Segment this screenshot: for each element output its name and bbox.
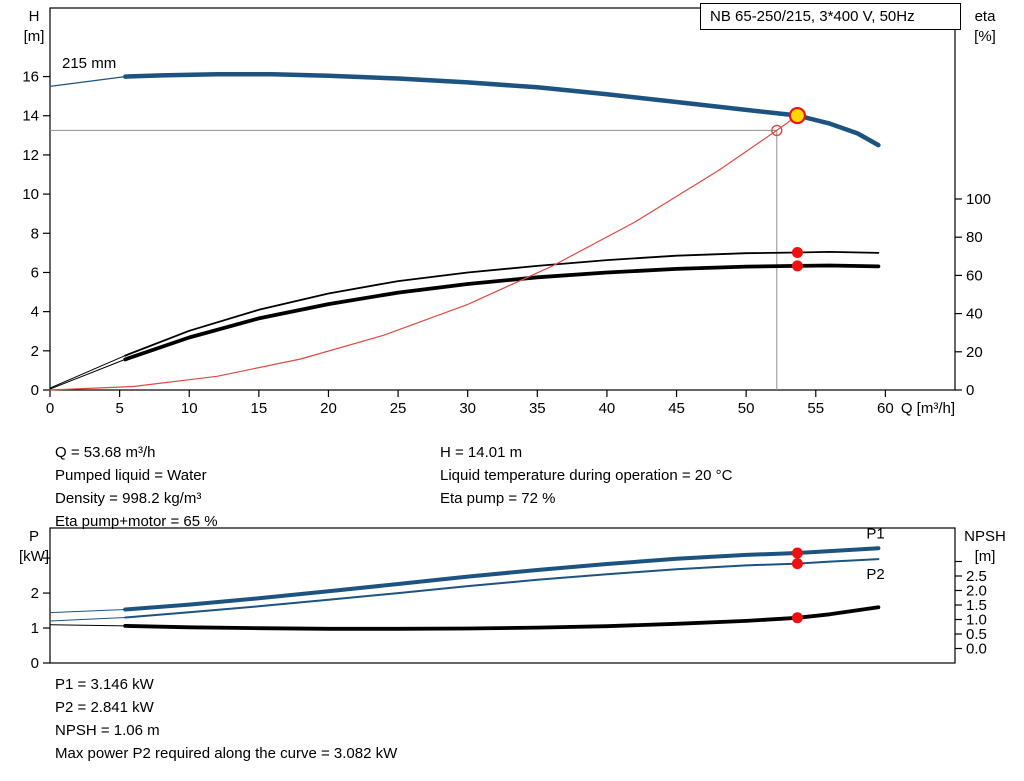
x-tick-label: 45 [668,400,685,417]
x-tick-label: 25 [390,400,407,417]
y-tick-left-label: 10 [22,186,39,203]
y-tick-left-label: 12 [22,147,39,164]
x-tick-label: 20 [320,400,337,417]
y-axis-right-title: eta [975,8,997,25]
y-tick-left-label: 14 [22,108,39,125]
x-tick-label: 5 [115,400,123,417]
npsh-lead [49,624,126,627]
power-readout: P1 = 3.146 kW P2 = 2.841 kW NPSH = 1.06 … [55,673,397,765]
x-tick-label: 60 [877,400,894,417]
p1-curve-label: P1 [866,525,884,542]
y-tick-right-label: 1.5 [966,597,987,614]
eta-pump-lead [49,355,126,389]
qh-eta-chart: 0 2 4 6 8 10 12 14 16 0 20 40 60 80 100 0 5 10 15 20 25 30 35 4… [22,7,997,417]
p2-curve-label: P2 [866,566,884,583]
y-tick-left-label: 0 [31,655,39,672]
actual-duty-point [788,106,806,125]
eta-pump-duty-point [791,246,803,258]
x-tick-label: 35 [529,400,546,417]
power-npsh-chart-frame [49,527,956,664]
head-curve-215mm [122,71,881,148]
y-tick-left-label: 4 [31,304,39,321]
x-axis-title: Q [m³/h] [901,400,955,417]
readout-eta-pump-motor: Eta pump+motor = 65 % [55,513,218,530]
eta-pump-motor-curve [123,263,881,362]
y-tick-right-label: 0.5 [966,626,987,643]
readout-liquid-temperature: Liquid temperature during operation = 20… [440,467,733,484]
eta-pump-motor-duty-point [791,260,803,272]
readout-flow: Q = 53.68 m³/h [55,444,156,461]
readout-p1: P1 = 3.146 kW [55,676,154,693]
p2-lead [49,617,126,622]
readout-max-p2: Max power P2 required along the curve = … [55,745,398,762]
npsh-duty-point [791,612,803,624]
y-tick-right-label: 1.0 [966,611,987,628]
y-tick-left-label: 8 [31,225,39,242]
y-tick-right-label: 80 [966,229,983,246]
y-tick-left-label: 6 [31,264,39,281]
duty-readout-right: H = 14.01 m Liquid temperature during op… [440,441,732,510]
x-tick-label: 10 [181,400,198,417]
y-tick-left-label: 16 [22,69,39,86]
p1-lead [49,609,126,614]
y-tick-right-label: 2.0 [966,582,987,599]
x-tick-label: 50 [738,400,755,417]
p1-duty-point [791,547,803,559]
y-tick-right-label: 60 [966,267,983,284]
p2-curve [124,558,880,619]
npsh-curve [123,605,881,631]
y-axis-left-title: P [29,528,39,545]
pump-title: NB 65-250/215, 3*400 V, 50Hz [710,8,915,25]
pump-title-box: NB 65-250/215, 3*400 V, 50Hz [700,3,961,30]
y-tick-right-label: 0 [966,382,974,399]
y-axis-left-title: [m] [24,28,45,45]
readout-density: Density = 998.2 kg/m³ [55,490,202,507]
eta-pump-motor-lead [49,358,126,390]
head-curve-lead [49,75,126,88]
y-axis-left-title: [kW] [19,548,49,565]
x-tick-label: 55 [807,400,824,417]
y-axis-right-title: [m] [975,548,996,565]
x-tick-label: 40 [599,400,616,417]
readout-p2: P2 = 2.841 kW [55,699,154,716]
y-tick-left-label: 2 [31,343,39,360]
p2-duty-point [791,558,803,570]
impeller-diameter-label: 215 mm [62,55,116,72]
y-axis-right-title: NPSH [964,528,1006,545]
x-tick-label: 30 [459,400,476,417]
y-tick-left-label: 2 [31,585,39,602]
y-tick-right-label: 40 [966,306,983,323]
power-npsh-chart: 0 1 2 0.00.51.01.52.02.5 P [kW] NPSH [m] P1 P2 [19,525,1006,672]
x-tick-label: 15 [251,400,268,417]
y-tick-left-label: 0 [31,382,39,399]
system-curve [49,114,799,391]
y-tick-right-label: 0.0 [966,640,987,657]
p1-curve [123,546,881,612]
x-tick-label: 0 [46,400,54,417]
y-tick-right-label: 100 [966,191,991,208]
y-tick-left-label: 1 [31,620,39,637]
readout-eta-pump: Eta pump = 72 % [440,490,556,507]
readout-head: H = 14.01 m [440,444,523,461]
y-axis-left-title: H [29,8,40,25]
y-tick-right-label: 20 [966,344,983,361]
readout-npsh: NPSH = 1.06 m [55,722,160,739]
y-tick-right-label: 2.5 [966,568,987,585]
duty-readout-left: Q = 53.68 m³/h Pumped liquid = Water Den… [55,441,218,533]
requested-duty-point [771,124,783,137]
y-axis-right-title: [%] [974,28,996,45]
readout-pumped-liquid: Pumped liquid = Water [55,467,207,484]
